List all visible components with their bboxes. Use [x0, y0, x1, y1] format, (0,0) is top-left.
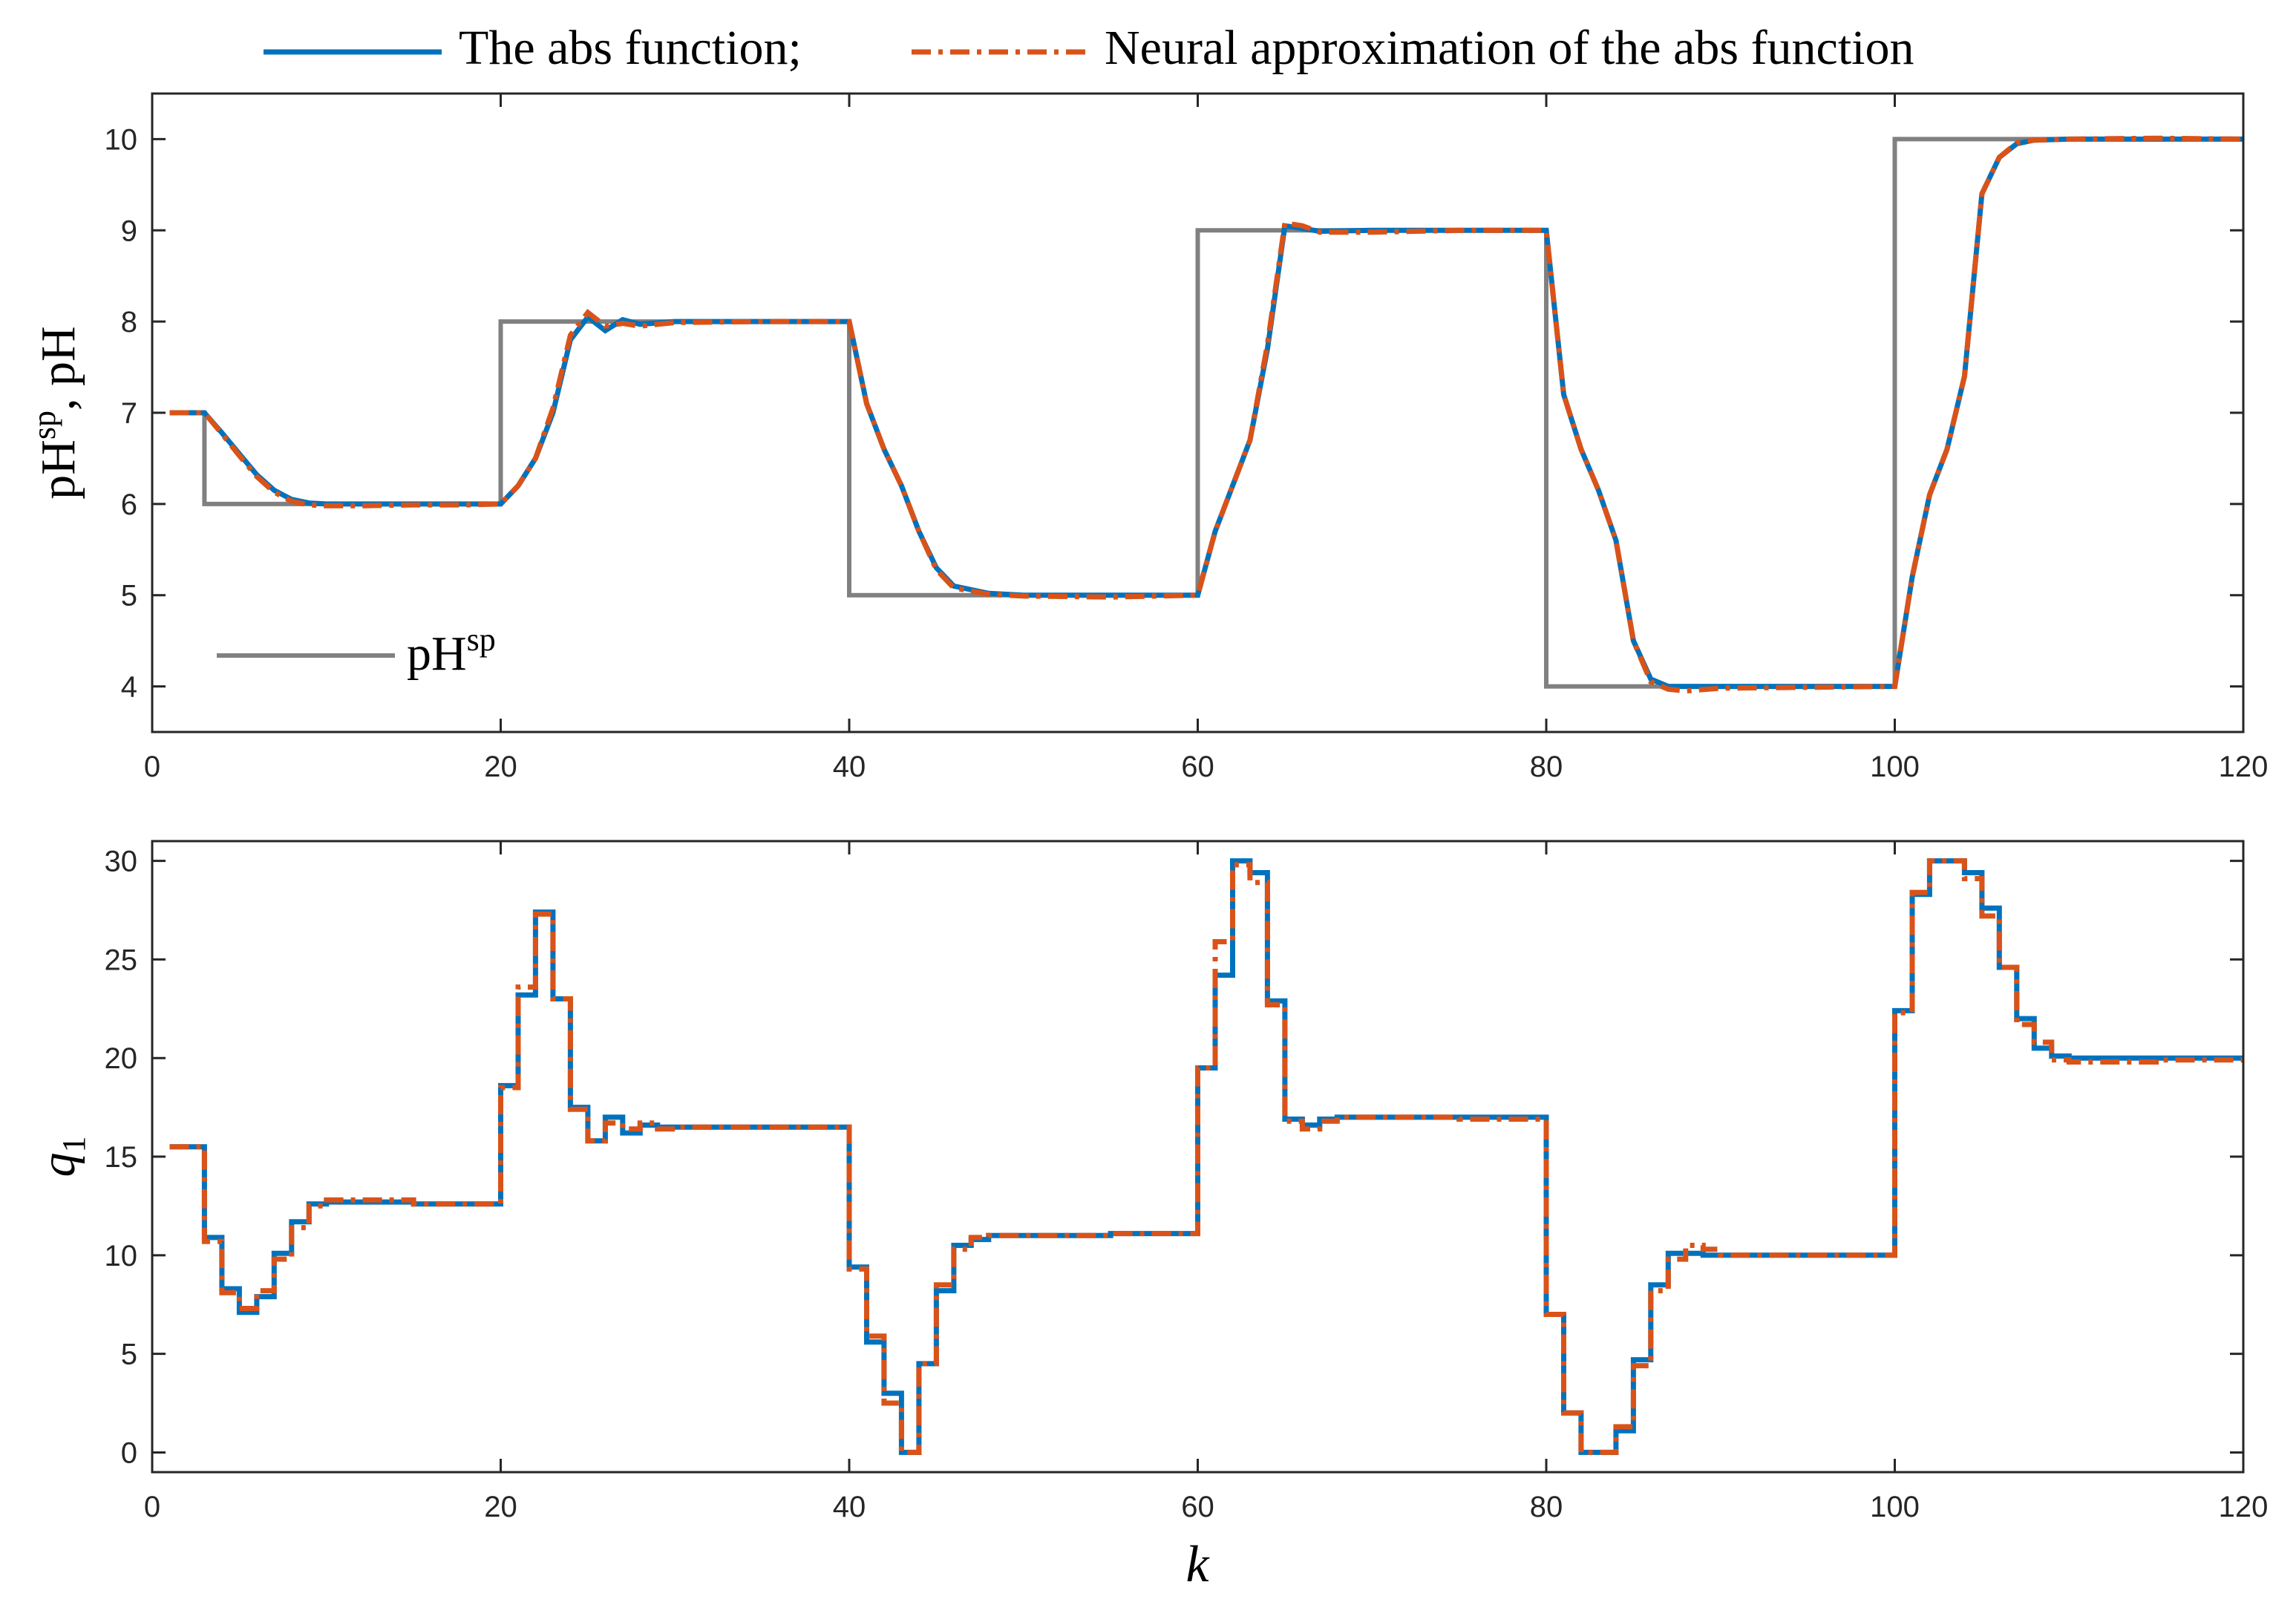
- top-xtick-label: 40: [833, 751, 866, 783]
- svg-text:pHsp: pHsp: [407, 621, 496, 681]
- bottom-ytick-label: 0: [121, 1437, 137, 1469]
- bottom-ylabel: q1: [31, 1137, 92, 1177]
- top-ytick-label: 8: [121, 306, 137, 339]
- legend-label-neural: Neural approximation of the abs function: [1105, 21, 1914, 75]
- top-xtick-label: 20: [484, 751, 517, 783]
- top-ytick-label: 5: [121, 580, 137, 612]
- bottom-ytick-label: 10: [105, 1240, 138, 1272]
- bottom-xtick-label: 0: [144, 1491, 160, 1523]
- legend-label-abs: The abs function;: [459, 21, 802, 75]
- top-ytick-label: 10: [105, 123, 138, 156]
- abs-q1-series-line: [169, 858, 2243, 1455]
- bottom-xtick-label: 80: [1530, 1491, 1563, 1523]
- bottom-ytick-label: 25: [105, 944, 138, 976]
- neural-q1-series-line: [169, 858, 2243, 1455]
- top-ylabel-sup: sp: [26, 411, 62, 439]
- top-xtick-label: 60: [1181, 751, 1214, 783]
- bottom-axes: 0 20 40 60 80 100 120 0 5 10 15 20 25 30 q1 k: [31, 840, 2269, 1593]
- bottom-ylabel-main: q: [31, 1153, 85, 1177]
- legend: The abs function; Neural approximation o…: [264, 21, 1914, 75]
- top-ylabel-main: pH: [31, 439, 85, 500]
- bottom-xtick-label: 20: [484, 1491, 517, 1523]
- bottom-ytick-label: 20: [105, 1042, 138, 1075]
- bottom-axes-frame: [151, 840, 2245, 1474]
- top-tick-labels: 0 20 40 60 80 100 120 4 5 6 7 8 9 10: [105, 123, 2269, 783]
- top-xtick-label: 120: [2219, 751, 2269, 783]
- top-ytick-label: 7: [121, 397, 137, 430]
- bottom-xlabel: k: [1185, 1536, 1210, 1593]
- top-xtick-label: 100: [1870, 751, 1920, 783]
- setpoint-series-line: [169, 137, 2243, 689]
- inner-legend: pHsp: [217, 621, 496, 681]
- abs-series-line: [169, 136, 2243, 690]
- svg-text:pHsp, pH: pHsp, pH: [26, 326, 85, 499]
- top-xtick-label: 80: [1530, 751, 1563, 783]
- inner-legend-label-sup: sp: [467, 621, 496, 658]
- bottom-tick-labels: 0 20 40 60 80 100 120 0 5 10 15 20 25 30: [105, 846, 2269, 1523]
- svg-text:q1: q1: [31, 1137, 92, 1177]
- bottom-ytick-label: 15: [105, 1141, 138, 1174]
- top-ylabel-rest: , pH: [31, 326, 85, 411]
- bottom-xtick-label: 120: [2219, 1491, 2269, 1523]
- top-ylabel: pHsp, pH: [26, 326, 85, 499]
- bottom-xtick-label: 60: [1181, 1491, 1214, 1523]
- top-ytick-label: 4: [121, 671, 137, 704]
- bottom-xtick-label: 100: [1870, 1491, 1920, 1523]
- bottom-ytick-label: 30: [105, 846, 138, 878]
- neural-series-line: [169, 135, 2243, 694]
- top-ytick-label: 9: [121, 215, 137, 247]
- top-xtick-label: 0: [144, 751, 160, 783]
- bottom-xtick-label: 40: [833, 1491, 866, 1523]
- inner-legend-label-main: pH: [407, 627, 467, 681]
- bottom-ytick-label: 5: [121, 1339, 137, 1371]
- bottom-ylabel-sub: 1: [56, 1137, 92, 1153]
- top-ytick-label: 6: [121, 488, 137, 521]
- top-axes-frame: [151, 92, 2245, 733]
